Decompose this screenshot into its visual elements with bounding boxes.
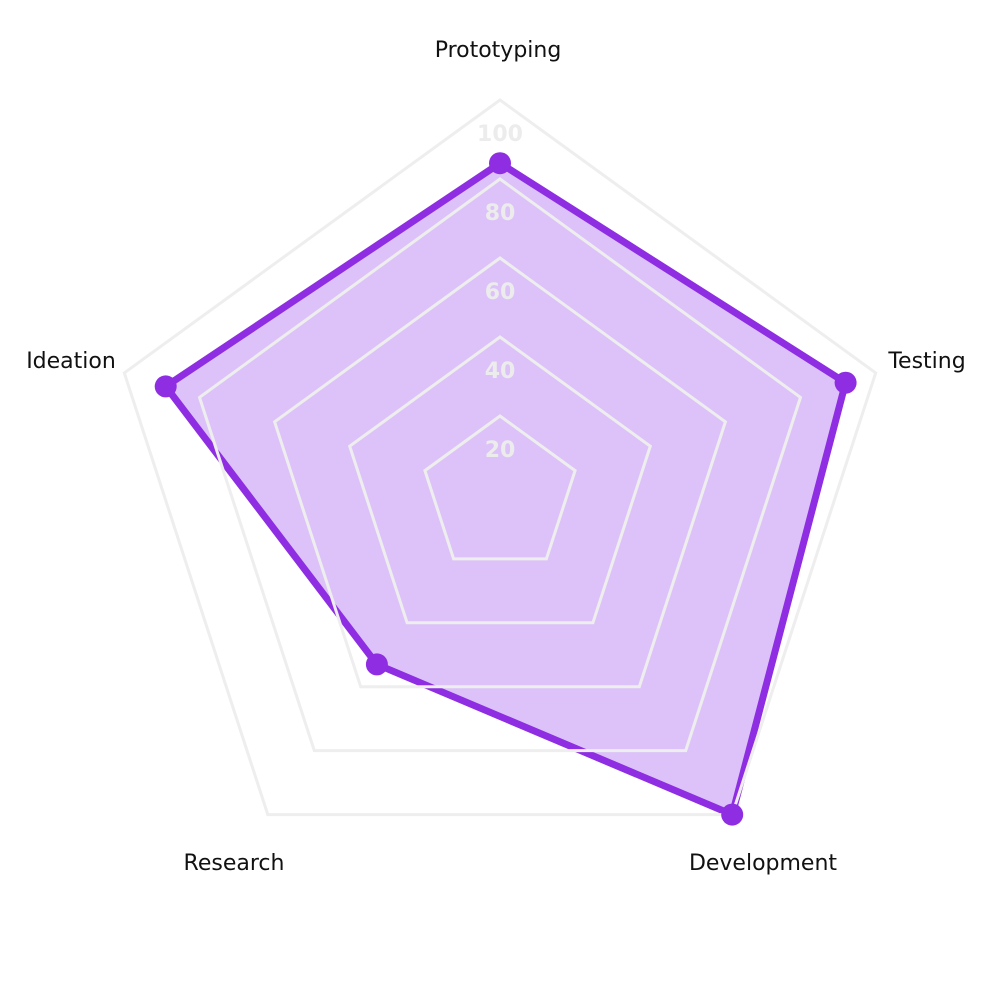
grid-ring-20 xyxy=(423,414,577,561)
series-area-0 xyxy=(162,159,850,819)
data-point-testing xyxy=(834,371,857,394)
axis-label-testing: Testing xyxy=(887,349,965,374)
data-point-development xyxy=(721,803,744,826)
data-point-ideation xyxy=(154,375,177,398)
grid-ring-60 xyxy=(272,256,728,689)
tick-label-20: 20 xyxy=(485,438,516,463)
axis-label-research: Research xyxy=(184,851,285,876)
axis-label-ideation: Ideation xyxy=(26,349,116,374)
axis-label-prototyping: Prototyping xyxy=(435,38,562,63)
tick-label-80: 80 xyxy=(485,201,516,226)
grid-ring-40 xyxy=(347,335,653,625)
tick-label-100: 100 xyxy=(477,122,523,147)
tick-label-40: 40 xyxy=(485,359,516,384)
data-points xyxy=(154,152,857,826)
radar-grid xyxy=(122,98,878,817)
series-layer xyxy=(162,159,850,819)
tick-label-60: 60 xyxy=(485,280,516,305)
grid-ring-100 xyxy=(122,98,878,817)
tick-labels: 20 40 60 80 100 xyxy=(477,122,523,463)
axis-label-development: Development xyxy=(689,851,837,876)
data-point-prototyping xyxy=(489,152,511,175)
grid-ring-80 xyxy=(197,177,803,753)
axis-labels: Prototyping Testing Development Research Ide… xyxy=(26,38,965,876)
data-point-research xyxy=(365,653,388,676)
